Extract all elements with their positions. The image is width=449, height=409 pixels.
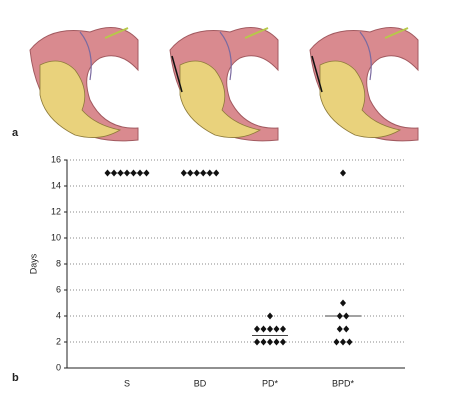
x-tick-label: BD bbox=[194, 378, 207, 388]
data-point bbox=[111, 169, 117, 177]
data-point bbox=[280, 325, 286, 333]
y-tick-label: 16 bbox=[51, 154, 61, 164]
data-point bbox=[267, 325, 273, 333]
data-point bbox=[143, 169, 150, 177]
data-point bbox=[254, 325, 260, 333]
data-point bbox=[346, 338, 353, 346]
y-tick-label: 10 bbox=[51, 232, 61, 242]
data-point bbox=[336, 312, 343, 320]
data-point bbox=[130, 169, 137, 177]
y-tick-label: 14 bbox=[51, 180, 61, 190]
data-point bbox=[137, 169, 143, 177]
y-tick-label: 8 bbox=[56, 258, 61, 268]
data-point bbox=[280, 338, 286, 346]
data-point bbox=[273, 338, 280, 346]
data-point bbox=[260, 338, 267, 346]
data-point bbox=[333, 338, 340, 346]
y-tick-label: 0 bbox=[56, 362, 61, 372]
data-point bbox=[104, 169, 111, 177]
data-point bbox=[343, 325, 350, 333]
illustration bbox=[169, 26, 279, 142]
data-point bbox=[267, 338, 273, 346]
y-tick-label: 2 bbox=[56, 336, 61, 346]
y-tick-label: 4 bbox=[56, 310, 61, 320]
data-point bbox=[273, 325, 280, 333]
x-tick-label: BPD* bbox=[332, 378, 355, 388]
y-tick-label: 12 bbox=[51, 206, 61, 216]
data-point bbox=[254, 338, 260, 346]
data-point bbox=[340, 299, 346, 307]
data-point bbox=[260, 325, 267, 333]
data-point bbox=[117, 169, 124, 177]
data-point bbox=[340, 169, 346, 177]
data-point bbox=[206, 169, 213, 177]
y-tick-label: 6 bbox=[56, 284, 61, 294]
data-point bbox=[343, 312, 350, 320]
data-point bbox=[336, 325, 343, 333]
illustration bbox=[29, 26, 139, 142]
illustration bbox=[309, 26, 419, 142]
panel-label: a bbox=[12, 127, 19, 139]
data-point bbox=[180, 169, 187, 177]
panel-label: b bbox=[12, 372, 19, 384]
data-point bbox=[193, 169, 200, 177]
data-point bbox=[200, 169, 207, 177]
data-point bbox=[340, 338, 346, 346]
y-axis-label: Days bbox=[28, 253, 38, 274]
data-point bbox=[124, 169, 130, 177]
x-tick-label: PD* bbox=[262, 378, 279, 388]
data-point bbox=[187, 169, 194, 177]
x-tick-label: S bbox=[124, 378, 130, 388]
data-point bbox=[213, 169, 220, 177]
data-point bbox=[267, 312, 273, 320]
